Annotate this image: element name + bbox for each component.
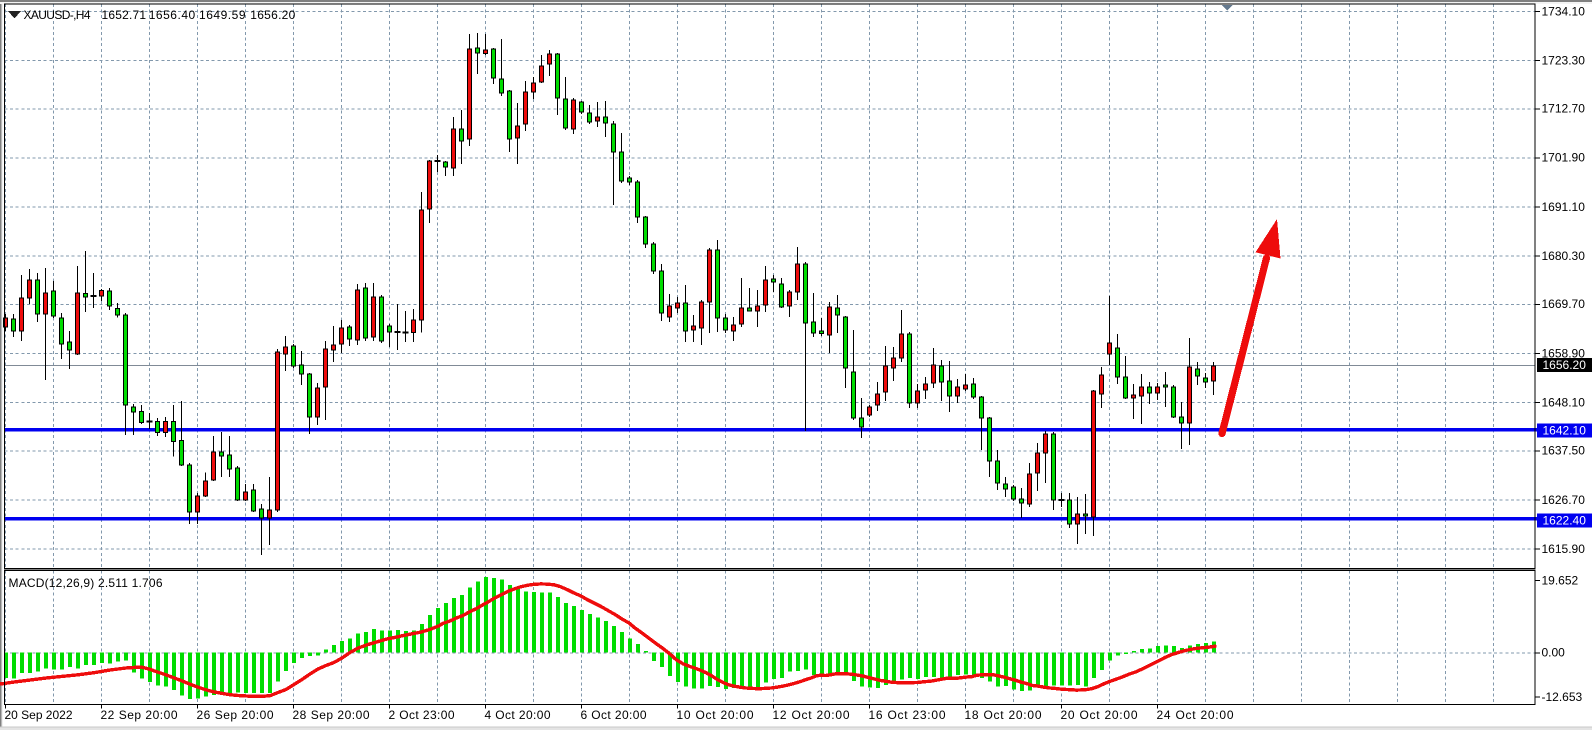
svg-text:18 Oct 20:00: 18 Oct 20:00 — [965, 708, 1042, 722]
svg-text:24 Oct 20:00: 24 Oct 20:00 — [1157, 708, 1234, 722]
svg-text:4 Oct 20:00: 4 Oct 20:00 — [485, 708, 551, 722]
svg-text:12 Oct 20:00: 12 Oct 20:00 — [773, 708, 850, 722]
svg-text:10 Oct 20:00: 10 Oct 20:00 — [677, 708, 754, 722]
svg-text:20 Sep 2022: 20 Sep 2022 — [5, 708, 73, 722]
svg-text:1656.20: 1656.20 — [250, 8, 295, 22]
svg-text:XAUUSD-,H4: XAUUSD-,H4 — [24, 8, 91, 22]
svg-text:1649.59: 1649.59 — [199, 8, 246, 22]
svg-text:1691.10: 1691.10 — [1542, 200, 1586, 214]
svg-text:6 Oct 20:00: 6 Oct 20:00 — [581, 708, 647, 722]
svg-text:1642.10: 1642.10 — [1543, 424, 1587, 438]
svg-text:1622.40: 1622.40 — [1543, 514, 1587, 528]
svg-text:1626.70: 1626.70 — [1542, 493, 1586, 507]
svg-text:16 Oct 23:00: 16 Oct 23:00 — [869, 708, 946, 722]
svg-text:1658.90: 1658.90 — [1542, 346, 1586, 360]
svg-text:1656.20: 1656.20 — [1543, 358, 1587, 372]
svg-text:20 Oct 20:00: 20 Oct 20:00 — [1061, 708, 1138, 722]
svg-text:1723.30: 1723.30 — [1542, 53, 1586, 67]
svg-text:19.652: 19.652 — [1542, 573, 1579, 587]
svg-text:26 Sep 20:00: 26 Sep 20:00 — [197, 708, 274, 722]
svg-text:1648.10: 1648.10 — [1542, 395, 1586, 409]
svg-text:1652.71: 1652.71 — [102, 8, 147, 22]
svg-text:1615.90: 1615.90 — [1542, 542, 1586, 556]
svg-text:1656.40: 1656.40 — [149, 8, 196, 22]
svg-text:1734.10: 1734.10 — [1542, 4, 1586, 18]
svg-text:MACD(12,26,9) 2.511 1.706: MACD(12,26,9) 2.511 1.706 — [9, 576, 163, 590]
svg-text:22 Sep 20:00: 22 Sep 20:00 — [101, 708, 178, 722]
svg-text:1669.70: 1669.70 — [1542, 297, 1586, 311]
svg-text:1637.50: 1637.50 — [1542, 444, 1586, 458]
svg-text:28 Sep 20:00: 28 Sep 20:00 — [293, 708, 370, 722]
svg-text:1712.70: 1712.70 — [1542, 102, 1586, 116]
svg-text:2 Oct 23:00: 2 Oct 23:00 — [389, 708, 455, 722]
svg-text:1701.90: 1701.90 — [1542, 151, 1586, 165]
svg-text:-12.653: -12.653 — [1542, 690, 1583, 704]
svg-text:1680.30: 1680.30 — [1542, 249, 1586, 263]
svg-text:0.00: 0.00 — [1542, 646, 1566, 660]
